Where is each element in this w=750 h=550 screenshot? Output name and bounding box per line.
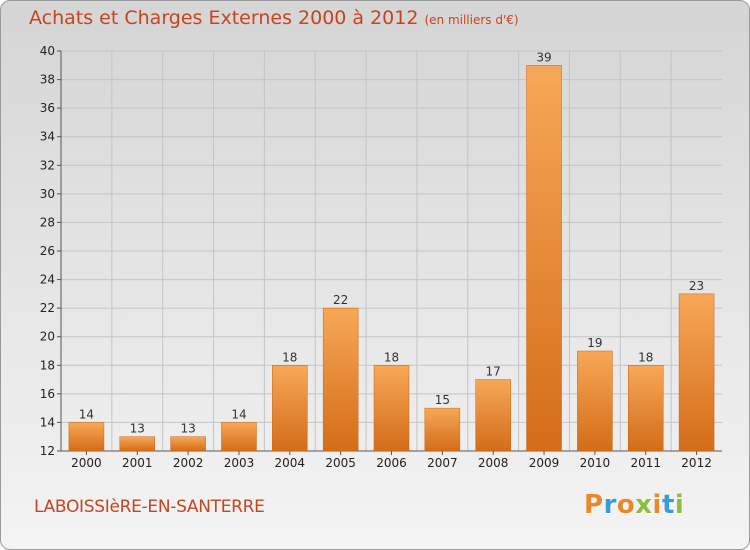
- bar-2005: [322, 307, 359, 452]
- value-label-2004: 18: [282, 350, 297, 364]
- x-tick-label-2007: 2007: [427, 456, 458, 470]
- y-tick-label: 26: [40, 244, 55, 258]
- x-tick-label-2008: 2008: [478, 456, 509, 470]
- value-label-2010: 19: [587, 336, 602, 350]
- y-tick-label: 36: [40, 101, 55, 115]
- y-tick-label: 28: [40, 215, 55, 229]
- y-tick-label: 24: [40, 273, 55, 287]
- bar-2012: [678, 293, 715, 452]
- value-label-2003: 14: [231, 407, 246, 421]
- bar-2006: [373, 365, 410, 452]
- y-tick-label: 20: [40, 330, 55, 344]
- x-tick-label-2004: 2004: [275, 456, 306, 470]
- bar-2001: [119, 436, 156, 452]
- x-tick-label-2012: 2012: [681, 456, 712, 470]
- bar-2011: [627, 365, 664, 452]
- x-tick-label-2006: 2006: [376, 456, 407, 470]
- y-tick-label: 12: [40, 444, 55, 458]
- y-tick-label: 16: [40, 387, 55, 401]
- proxiti-logo: Proxiti: [584, 490, 684, 520]
- bar-2003: [221, 422, 257, 452]
- y-tick-label: 30: [40, 187, 55, 201]
- x-tick-label-2011: 2011: [630, 456, 661, 470]
- x-tick-label-2005: 2005: [325, 456, 356, 470]
- bar-2004: [272, 365, 308, 452]
- bar-2010: [577, 350, 613, 452]
- x-tick-label-2002: 2002: [173, 456, 204, 470]
- logo-letter: t: [661, 490, 675, 520]
- logo-letter: x: [635, 490, 653, 520]
- logo-letter: r: [603, 490, 617, 520]
- logo-letter: i: [674, 490, 685, 520]
- value-label-2001: 13: [130, 422, 145, 436]
- x-tick-label-2000: 2000: [71, 456, 102, 470]
- x-tick-label-2003: 2003: [224, 456, 255, 470]
- bar-2007: [424, 407, 461, 452]
- y-tick-label: 18: [40, 358, 55, 372]
- value-label-2005: 22: [333, 293, 348, 307]
- chart-subtitle: (en milliers d'€): [424, 13, 519, 27]
- labels: 12 14 16 18 20 22 24 26 28 30 32 34 36 38 40 14 2000 13 20…: [40, 44, 712, 470]
- value-label-2006: 18: [384, 350, 399, 364]
- bar-2002: [170, 436, 206, 452]
- value-label-2000: 14: [79, 407, 94, 421]
- x-tick-label-2009: 2009: [529, 456, 560, 470]
- y-tick-label: 38: [40, 73, 55, 87]
- value-label-2002: 13: [180, 422, 195, 436]
- y-tick-label: 32: [40, 158, 55, 172]
- value-label-2007: 15: [435, 393, 450, 407]
- bar-2000: [68, 422, 105, 452]
- logo-letter: i: [652, 490, 662, 520]
- value-label-2009: 39: [536, 50, 551, 64]
- bar-2009: [526, 65, 562, 452]
- chart-title-text: Achats et Charges Externes 2000 à 2012: [29, 7, 419, 29]
- bars: [68, 65, 715, 452]
- logo-letter: o: [616, 490, 636, 520]
- x-tick-label-2010: 2010: [580, 456, 611, 470]
- value-label-2008: 17: [486, 365, 501, 379]
- y-tick-label: 34: [40, 130, 55, 144]
- y-tick-label: 14: [40, 415, 55, 429]
- bar-2008: [475, 379, 511, 452]
- chart-title: Achats et Charges Externes 2000 à 2012 (e…: [29, 7, 519, 29]
- logo-letter: P: [584, 490, 604, 520]
- commune-name: LABOISSIèRE-EN-SANTERRE: [34, 497, 265, 517]
- y-tick-label: 22: [40, 301, 55, 315]
- x-tick-label-2001: 2001: [122, 456, 153, 470]
- value-label-2012: 23: [689, 279, 704, 293]
- value-label-2011: 18: [638, 350, 653, 364]
- y-tick-label: 40: [40, 44, 55, 58]
